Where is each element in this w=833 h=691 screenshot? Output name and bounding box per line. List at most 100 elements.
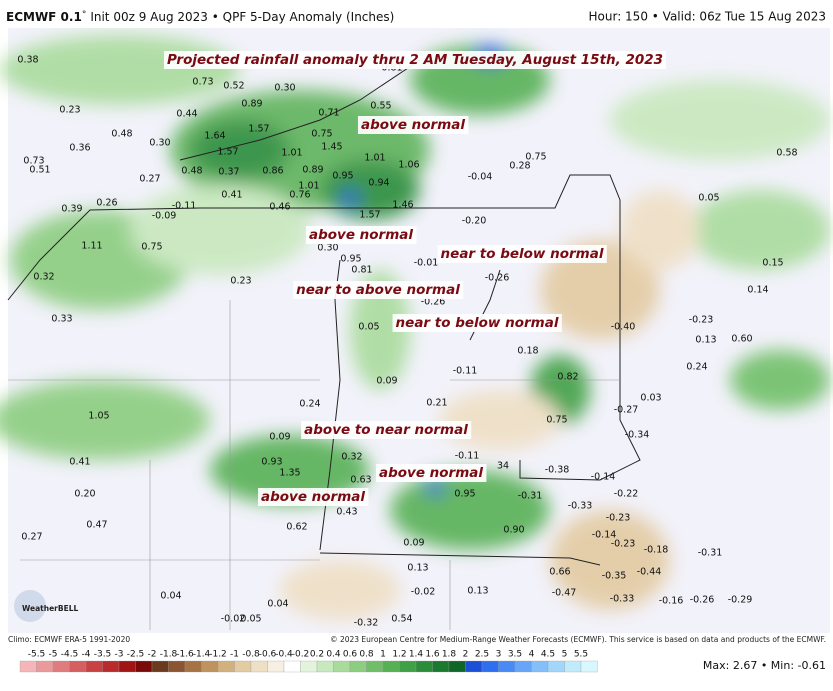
- annotation-text: above to near normal: [304, 422, 468, 438]
- colorbar-label: 4.5: [541, 650, 555, 660]
- map-value: 1.06: [398, 160, 419, 171]
- map-value: -0.02: [221, 614, 246, 625]
- map-value: -0.11: [172, 201, 197, 212]
- colorbar-label: 0.8: [359, 650, 374, 660]
- colorbar-label: 1.6: [425, 650, 440, 660]
- annotation: near to above normal: [293, 281, 464, 299]
- map-value: 0.15: [762, 258, 783, 269]
- annotation: near to below normal: [437, 245, 607, 263]
- colorbar-label: -0.8: [242, 650, 260, 660]
- colorbar-label: 0.2: [310, 650, 324, 660]
- map-value: -0.14: [592, 530, 617, 541]
- map-value: 0.73: [192, 77, 213, 88]
- colorbar-swatch: [514, 660, 532, 673]
- map-value: 1.57: [217, 147, 238, 158]
- annotation-box: [437, 245, 607, 263]
- annotation: above normal: [257, 488, 369, 506]
- map-value: 0.46: [269, 202, 290, 213]
- map-value: -0.47: [552, 588, 577, 599]
- colorbar-swatch: [118, 660, 136, 673]
- annotation-text: Projected rainfall anomaly thru 2 AM Tue…: [167, 52, 663, 68]
- map-value: -0.01: [414, 258, 439, 269]
- map-value: -0.23: [611, 539, 636, 550]
- colorbar-label: -5.5: [28, 650, 46, 660]
- colorbar-swatch: [399, 660, 417, 673]
- max-min: Max: 2.67 • Min: -0.61: [703, 659, 826, 672]
- climo: Climo: ECMWF ERA-5 1991-2020: [8, 635, 130, 644]
- map-value: 0.20: [74, 489, 95, 500]
- map-value: 1.57: [359, 210, 380, 221]
- colorbar-swatch: [465, 660, 483, 673]
- map-value: -0.33: [610, 594, 635, 605]
- map-value: 0.27: [139, 174, 160, 185]
- map-value: 0.28: [509, 161, 530, 172]
- map-value: 0.60: [731, 334, 752, 345]
- map-value: -0.11: [455, 451, 480, 462]
- map-value: 0.09: [403, 538, 424, 549]
- colorbar-label: 4: [529, 650, 535, 660]
- colorbar-label: 1.8: [442, 650, 457, 660]
- map-value: 0.41: [221, 190, 242, 201]
- logo: WeatherBELL: [22, 604, 78, 613]
- header-right: Hour: 150 • Valid: 06z Tue 15 Aug 2023: [589, 10, 827, 24]
- map-value: 0.81: [351, 265, 372, 276]
- colorbar-swatch: [151, 660, 169, 673]
- colorbar-swatch: [234, 660, 252, 673]
- colorbar-label: 3: [496, 650, 502, 660]
- map-value: 0.73: [23, 156, 44, 167]
- map-value: 34: [497, 461, 509, 472]
- map-value: -0.22: [614, 489, 639, 500]
- colorbar-swatch: [250, 660, 268, 673]
- annotation-text: near to above normal: [296, 282, 460, 298]
- map-value: -0.11: [453, 366, 478, 377]
- colorbar-label: -5: [49, 650, 58, 660]
- colorbar-label: -4: [82, 650, 91, 660]
- colorbar-swatch: [102, 660, 120, 673]
- annotation-text: above normal: [309, 227, 413, 243]
- map-value: 0.30: [274, 83, 295, 94]
- map-value: -0.31: [698, 548, 723, 559]
- colorbar-label: 3.5: [508, 650, 522, 660]
- map-value: 0.30: [149, 138, 170, 149]
- map-value: 0.75: [311, 129, 332, 140]
- map-value: 0.51: [29, 165, 50, 176]
- map-value: 0.48: [111, 129, 132, 140]
- anomaly-field: [0, 35, 830, 620]
- map-value: 1.01: [364, 153, 385, 164]
- map-value: 0.36: [69, 143, 90, 154]
- map-value: -0.26: [421, 297, 446, 308]
- colorbar-swatch: [481, 660, 499, 673]
- map-value: -0.14: [591, 472, 616, 483]
- map-value: -0.34: [625, 430, 650, 441]
- map-value: 0.89: [302, 165, 323, 176]
- map-value: 0.05: [240, 614, 261, 625]
- map-value: 0.05: [698, 193, 719, 204]
- map-value: 0.39: [61, 204, 82, 215]
- annotation: above normal: [305, 226, 417, 244]
- map-value: -0.32: [354, 618, 379, 629]
- map-value: -0.20: [462, 216, 487, 227]
- colorbar-swatch: [85, 660, 103, 673]
- map-value: 0.93: [261, 457, 282, 468]
- map-value: 0.94: [368, 178, 389, 189]
- map-value: 0.66: [549, 567, 570, 578]
- annotation-box: [375, 464, 487, 482]
- map-value: 0.47: [86, 520, 107, 531]
- map-value: 0.52: [223, 81, 244, 92]
- map-value: 1.46: [392, 200, 413, 211]
- colorbar-label: 5.5: [574, 650, 588, 660]
- annotation: above normal: [375, 464, 487, 482]
- map-value: 0.62: [286, 522, 307, 533]
- colorbar-swatch: [52, 660, 70, 673]
- map-value: 0.86: [262, 166, 283, 177]
- map-value: 1.01: [298, 181, 319, 192]
- map-value: 0.75: [546, 415, 567, 426]
- colorbar-swatch: [448, 660, 466, 673]
- map-value: 0.63: [350, 475, 371, 486]
- map-value: -0.04: [468, 172, 493, 183]
- map-value: 0.09: [376, 376, 397, 387]
- colorbar-swatch: [498, 660, 516, 673]
- logo-globe: [14, 590, 46, 622]
- colorbar-label: -1.8: [160, 650, 178, 660]
